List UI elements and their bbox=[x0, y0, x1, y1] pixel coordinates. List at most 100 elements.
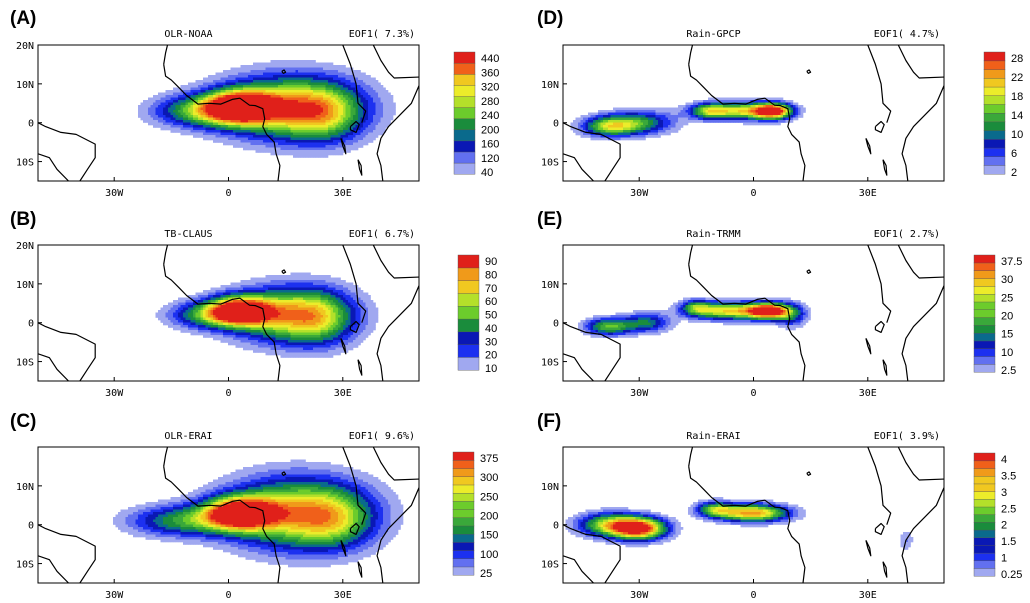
field-cell bbox=[228, 335, 231, 338]
field-cell bbox=[230, 92, 234, 96]
field-cell bbox=[305, 332, 309, 336]
field-cell bbox=[308, 85, 311, 88]
field-cell bbox=[270, 322, 274, 326]
field-cell bbox=[193, 322, 196, 326]
field-cell bbox=[220, 312, 224, 316]
field-cell bbox=[223, 70, 226, 73]
field-cell bbox=[330, 337, 334, 341]
field-cell bbox=[295, 147, 299, 151]
field-cell bbox=[325, 62, 329, 66]
field-cell bbox=[348, 292, 351, 296]
field-cell bbox=[260, 65, 264, 68]
field-cell bbox=[273, 332, 276, 336]
field-cell bbox=[350, 135, 354, 138]
field-cell bbox=[205, 317, 209, 321]
field-cell bbox=[185, 330, 189, 333]
field-cell bbox=[323, 285, 326, 288]
field-cell bbox=[253, 65, 256, 68]
field-cell bbox=[215, 110, 219, 113]
field-cell bbox=[193, 125, 196, 128]
field-cell bbox=[265, 122, 269, 126]
field-cell bbox=[220, 77, 224, 81]
field-cell bbox=[175, 110, 179, 113]
field-cell bbox=[370, 325, 374, 328]
field-cell bbox=[185, 310, 189, 313]
field-cell bbox=[348, 325, 351, 328]
field-cell bbox=[380, 117, 384, 121]
field-cell bbox=[355, 312, 359, 316]
field-cell bbox=[305, 105, 309, 108]
field-cell bbox=[360, 142, 364, 146]
field-cell bbox=[300, 77, 304, 81]
field-cell bbox=[335, 287, 339, 291]
field-cell bbox=[278, 332, 281, 336]
field-cell bbox=[243, 307, 246, 311]
field-cell bbox=[303, 97, 306, 101]
field-cell bbox=[303, 75, 306, 78]
field-cell bbox=[298, 277, 301, 281]
field-cell bbox=[345, 287, 349, 291]
field-cell bbox=[315, 102, 319, 106]
field-cell bbox=[335, 332, 339, 336]
field-cell bbox=[225, 115, 229, 118]
field-cell bbox=[315, 292, 319, 296]
field-cell bbox=[363, 107, 366, 111]
field-cell bbox=[228, 305, 231, 308]
field-cell bbox=[203, 105, 206, 108]
field-cell bbox=[320, 67, 324, 71]
field-cell bbox=[210, 110, 214, 113]
field-cell bbox=[170, 310, 174, 313]
field-cell bbox=[303, 60, 306, 63]
field-cell bbox=[258, 87, 261, 91]
field-cell bbox=[213, 317, 216, 321]
field-cell bbox=[280, 112, 284, 116]
field-cell bbox=[328, 80, 331, 83]
field-cell bbox=[325, 285, 329, 288]
field-cell bbox=[353, 335, 356, 338]
field-cell bbox=[215, 330, 219, 333]
field-cell bbox=[275, 72, 279, 76]
field-cell bbox=[360, 110, 364, 113]
field-cell bbox=[223, 312, 226, 316]
field-cell bbox=[253, 330, 256, 333]
field-cell bbox=[275, 130, 279, 133]
field-cell bbox=[205, 332, 209, 336]
field-cell bbox=[180, 325, 184, 328]
field-cell bbox=[253, 107, 256, 111]
field-cell bbox=[258, 347, 261, 351]
field-cell bbox=[238, 135, 241, 138]
field-cell bbox=[368, 315, 371, 318]
field-cell bbox=[205, 335, 209, 338]
field-cell bbox=[255, 122, 259, 126]
field-cell bbox=[180, 107, 184, 111]
field-cell bbox=[308, 287, 311, 291]
field-cell bbox=[228, 297, 231, 301]
field-cell bbox=[323, 87, 326, 91]
field-cell bbox=[330, 112, 334, 116]
field-cell bbox=[373, 125, 376, 128]
field-cell bbox=[198, 90, 201, 93]
field-cell bbox=[250, 100, 254, 103]
field-cell bbox=[250, 322, 254, 326]
field-cell bbox=[313, 100, 316, 103]
field-cell bbox=[358, 325, 361, 328]
field-cell bbox=[278, 120, 281, 123]
field-cell bbox=[313, 135, 316, 138]
field-cell bbox=[163, 92, 166, 96]
field-cell bbox=[313, 317, 316, 321]
field-cell bbox=[175, 315, 179, 318]
field-cell bbox=[343, 335, 346, 338]
field-cell bbox=[305, 82, 309, 86]
field-cell bbox=[348, 97, 351, 101]
field-cell bbox=[185, 302, 189, 306]
field-cell bbox=[280, 280, 284, 283]
field-cell bbox=[238, 110, 241, 113]
field-cell bbox=[165, 112, 169, 116]
field-cell bbox=[383, 130, 386, 133]
field-cell bbox=[343, 325, 346, 328]
field-cell bbox=[230, 315, 234, 318]
field-cell bbox=[260, 122, 264, 126]
field-cell bbox=[283, 105, 286, 108]
field-cell bbox=[245, 335, 249, 338]
field-cell bbox=[228, 140, 231, 143]
